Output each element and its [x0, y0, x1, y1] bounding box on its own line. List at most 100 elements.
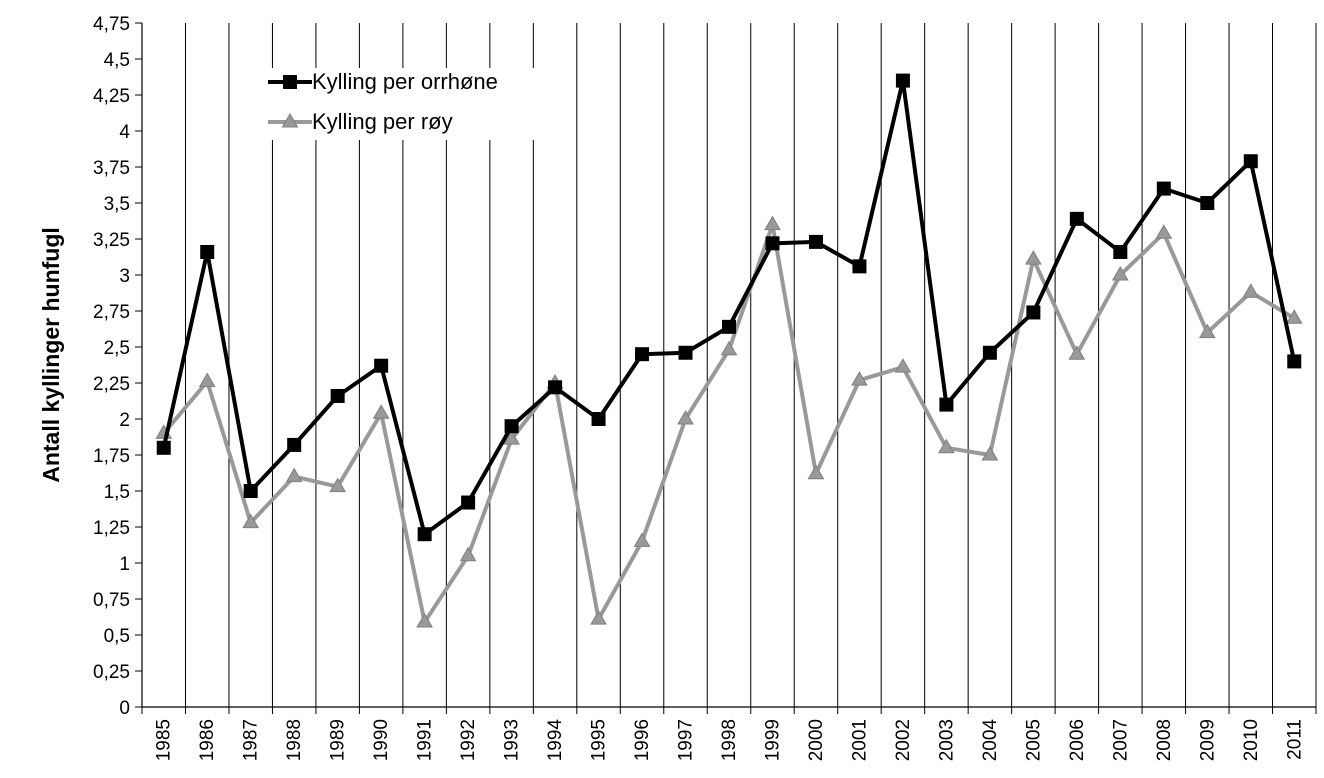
data-point-triangle	[242, 513, 260, 529]
y-tick-label: 0,25	[93, 662, 130, 683]
y-tick-label: 1,5	[104, 482, 130, 503]
x-axis: 1985 1986 1987 1988 1989 1990 1991 1992 1993 1994…	[141, 706, 1317, 762]
y-tick-label: 2,25	[93, 374, 130, 395]
data-point-square	[374, 358, 389, 373]
data-point-square	[808, 234, 823, 249]
data-point-square	[591, 412, 606, 426]
data-point-square	[1026, 305, 1041, 320]
x-tick-label: 1999	[762, 719, 783, 761]
x-tick-label: 1985	[154, 719, 175, 761]
data-point-square	[982, 345, 997, 360]
data-point-triangle	[1111, 265, 1129, 281]
data-point-triangle	[503, 430, 520, 445]
y-tick-label: 2	[119, 410, 130, 431]
series-line	[161, 78, 1297, 537]
x-tick-label: 2009	[1197, 719, 1218, 761]
series-line	[162, 222, 1296, 625]
data-point-triangle	[1025, 250, 1042, 265]
data-point-square	[722, 319, 736, 334]
y-tick-label: 2,5	[104, 338, 130, 359]
legend-marker-orrhone	[283, 75, 297, 89]
data-point-triangle	[416, 613, 433, 628]
y-tick-label: 0	[119, 698, 130, 719]
data-point-triangle	[459, 546, 477, 562]
data-point-triangle	[1242, 283, 1260, 298]
data-point-triangle	[372, 404, 390, 419]
x-tick-label: 2003	[936, 719, 957, 761]
data-point-square	[243, 484, 258, 498]
y-tick-label: 1,75	[93, 446, 130, 467]
x-tick-label: 1993	[502, 719, 523, 761]
y-tick-label: 1,25	[93, 518, 130, 539]
data-point-triangle	[329, 477, 347, 493]
y-tick-label: 1	[119, 554, 130, 575]
x-tick-label: 2008	[1154, 719, 1175, 761]
y-tick-label: 0,5	[104, 626, 130, 647]
data-point-square	[635, 347, 650, 362]
legend-label-orrhone: Kylling per orrhøne	[312, 69, 498, 94]
legend-label-roy: Kylling per røy	[312, 109, 453, 134]
y-tick-label: 3,25	[93, 230, 130, 251]
y-tick-label: 4,25	[93, 86, 130, 107]
x-tick-label: 2000	[806, 719, 827, 761]
data-point-triangle	[1155, 224, 1173, 239]
data-point-square	[1287, 354, 1302, 369]
data-point-square	[765, 236, 780, 251]
x-tick-label: 1994	[545, 719, 566, 762]
data-point-triangle	[198, 372, 216, 388]
data-point-square	[461, 495, 476, 510]
data-point-square	[1200, 196, 1215, 210]
series-orrhone	[156, 73, 1302, 542]
x-tick-label: 2006	[1067, 719, 1088, 761]
data-point-triangle	[1068, 345, 1086, 360]
data-point-triangle	[677, 409, 694, 425]
x-tick-label: 2002	[893, 719, 914, 761]
y-tick-label: 4	[119, 122, 130, 143]
data-point-triangle	[285, 467, 303, 483]
x-tick-label: 2010	[1241, 719, 1262, 761]
series-lines	[155, 73, 1303, 628]
data-point-square	[939, 397, 954, 412]
legend: Kylling per orrhøne Kylling per røy	[262, 68, 557, 140]
x-tick-label: 1997	[676, 719, 697, 761]
data-point-square	[417, 527, 432, 542]
data-point-square	[548, 380, 563, 395]
data-point-triangle	[633, 532, 651, 547]
data-point-square	[156, 440, 171, 455]
data-point-triangle	[1285, 309, 1303, 324]
x-tick-label: 2007	[1110, 719, 1131, 761]
data-point-triangle	[981, 445, 999, 461]
data-point-square	[330, 388, 345, 403]
x-tick-label: 1996	[632, 719, 653, 761]
x-tick-label: 2011	[1284, 719, 1305, 760]
x-tick-label: 2001	[849, 719, 870, 761]
x-tick-label: 1988	[284, 719, 305, 761]
data-point-triangle	[590, 610, 607, 625]
y-tick-label: 3,75	[93, 158, 130, 179]
data-point-triangle	[1198, 323, 1216, 339]
x-tick-label: 2005	[1023, 719, 1044, 761]
data-point-square	[200, 244, 215, 259]
series-roy	[155, 215, 1303, 628]
data-point-square	[287, 437, 302, 452]
data-point-triangle	[764, 215, 781, 231]
data-point-square	[895, 73, 910, 88]
data-point-square	[678, 345, 693, 360]
x-tick-label: 1987	[241, 719, 262, 761]
y-axis-title: Antall kyllinger hunfugl	[38, 227, 64, 483]
y-tick-label: 4,75	[93, 14, 130, 35]
data-point-triangle	[851, 371, 868, 386]
x-tick-label: 1986	[197, 719, 218, 761]
y-tick-label: 3,5	[104, 194, 130, 215]
legend-marker-roy	[281, 112, 299, 128]
x-tick-label: 1991	[415, 719, 436, 761]
x-tick-label: 2004	[980, 719, 1001, 762]
y-tick-label: 0,75	[93, 590, 130, 611]
data-point-triangle	[720, 340, 738, 356]
x-tick-label: 1990	[371, 719, 392, 761]
data-point-square	[1113, 244, 1128, 259]
data-point-triangle	[938, 438, 955, 454]
data-point-square	[504, 419, 519, 434]
data-point-square	[1156, 181, 1171, 196]
